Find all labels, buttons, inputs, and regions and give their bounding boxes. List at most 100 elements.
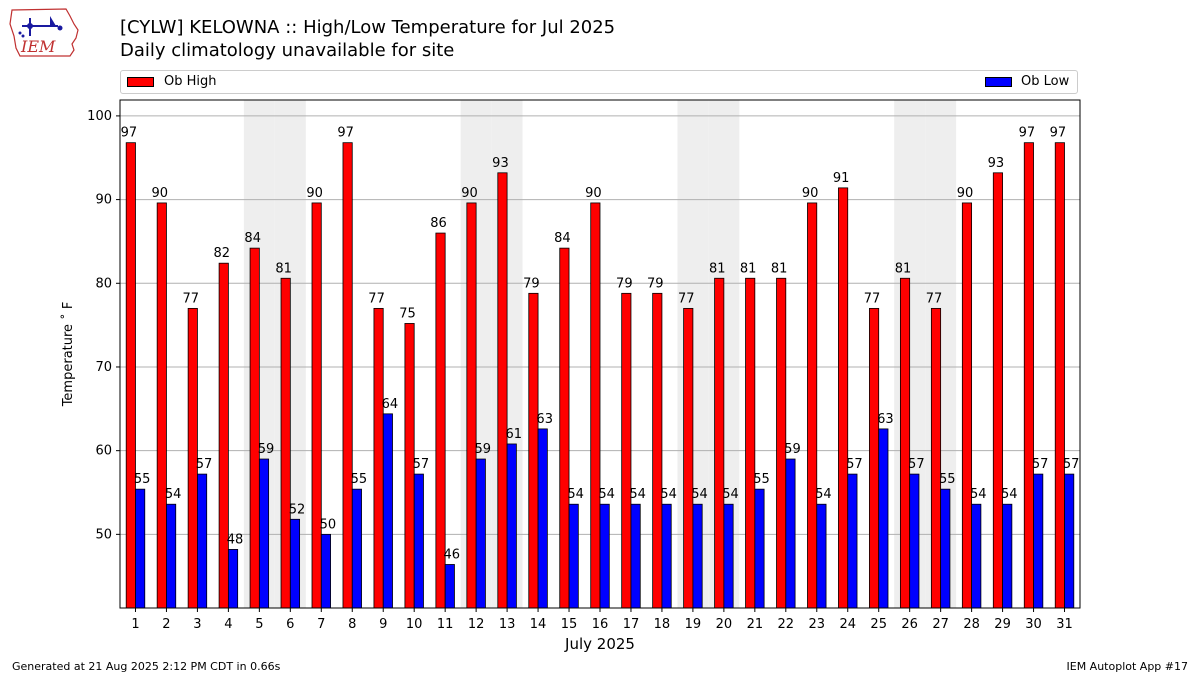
bar-low: [197, 473, 208, 609]
data-label-low: 54: [722, 487, 739, 502]
x-tick-label: 27: [932, 617, 949, 632]
x-tick-label: 28: [963, 617, 980, 632]
bar-low: [258, 458, 270, 609]
x-tick-label: 25: [870, 617, 887, 632]
x-tick-label: 30: [1025, 617, 1042, 632]
bar-low: [599, 503, 610, 609]
data-label-high: 97: [1050, 126, 1067, 141]
x-tick-label: 24: [839, 617, 856, 632]
plot-frame: [119, 99, 1081, 609]
bar-low: [1033, 473, 1044, 609]
bar-high: [218, 262, 229, 609]
x-tick-label: 20: [716, 617, 733, 632]
data-label-low: 54: [1001, 487, 1018, 502]
x-tick-label: 1: [131, 617, 139, 632]
bar-low: [940, 488, 951, 609]
data-label-high: 77: [678, 291, 695, 306]
y-tick-label: 100: [87, 109, 112, 124]
data-label-high: 79: [523, 276, 540, 291]
data-label-high: 90: [957, 186, 974, 201]
data-label-high: 79: [647, 276, 664, 291]
bar-high: [280, 277, 291, 609]
y-tick-label: 80: [95, 276, 112, 291]
data-label-high: 93: [492, 156, 509, 171]
x-tick-label: 10: [406, 617, 423, 632]
data-label-high: 91: [833, 171, 850, 186]
y-tick-label: 60: [95, 444, 112, 459]
bar-low: [444, 564, 455, 609]
legend-low-swatch: [985, 77, 1012, 87]
data-label-high: 81: [771, 261, 788, 276]
data-label-high: 90: [802, 186, 819, 201]
bar-low: [320, 533, 331, 609]
bar-low: [630, 503, 641, 609]
data-label-low: 63: [877, 412, 894, 427]
bar-high: [714, 277, 725, 609]
bar-high: [961, 202, 973, 609]
data-label-high: 81: [740, 261, 757, 276]
data-label-low: 57: [846, 457, 863, 472]
bar-low: [506, 443, 517, 609]
bar-low: [1064, 473, 1075, 609]
data-label-low: 55: [753, 472, 770, 487]
bar-low: [351, 488, 362, 609]
bar-high: [683, 307, 694, 609]
bar-low: [754, 488, 765, 609]
bar-low: [413, 473, 424, 609]
x-tick-label: 23: [809, 617, 826, 632]
x-tick-label: 13: [499, 617, 516, 632]
bar-low: [135, 488, 146, 609]
bar-high: [373, 307, 384, 609]
data-label-low: 54: [815, 487, 832, 502]
data-label-low: 59: [258, 442, 275, 457]
x-tick-label: 14: [530, 617, 547, 632]
x-tick-label: 26: [901, 617, 918, 632]
data-label-low: 54: [598, 487, 615, 502]
data-label-high: 77: [183, 291, 200, 306]
bar-high: [249, 247, 260, 609]
legend-high-label: Ob High: [164, 74, 217, 89]
footer-generated: Generated at 21 Aug 2025 2:12 PM CDT in …: [12, 660, 281, 673]
bar-low: [289, 518, 301, 609]
bar-high: [466, 202, 477, 609]
x-tick-label: 12: [468, 617, 485, 632]
data-label-high: 77: [864, 291, 881, 306]
data-label-high: 90: [585, 186, 602, 201]
data-label-high: 90: [152, 186, 169, 201]
data-label-low: 52: [289, 502, 306, 517]
data-label-high: 82: [213, 246, 230, 261]
bar-low: [816, 503, 827, 609]
bar-low: [847, 473, 858, 609]
data-label-high: 77: [926, 291, 943, 306]
x-tick-label: 2: [162, 617, 170, 632]
data-label-high: 93: [988, 156, 1005, 171]
data-label-low: 54: [567, 487, 584, 502]
bar-high: [559, 247, 570, 609]
data-label-high: 84: [244, 231, 261, 246]
bar-low: [382, 413, 393, 609]
data-label-low: 57: [1032, 457, 1049, 472]
data-label-low: 57: [908, 457, 925, 472]
data-label-high: 79: [616, 276, 633, 291]
bar-high: [838, 187, 849, 609]
data-label-low: 61: [505, 427, 522, 442]
data-label-low: 54: [691, 487, 708, 502]
chart-title: [CYLW] KELOWNA :: High/Low Temperature f…: [120, 17, 616, 38]
x-tick-label: 18: [654, 617, 671, 632]
iem-logo-text: IEM: [20, 37, 56, 56]
data-label-low: 54: [629, 487, 646, 502]
data-label-high: 81: [709, 261, 726, 276]
x-tick-label: 4: [224, 617, 232, 632]
x-tick-label: 9: [379, 617, 387, 632]
x-tick-label: 15: [561, 617, 578, 632]
bar-high: [125, 142, 136, 609]
data-label-high: 75: [399, 306, 416, 321]
bar-high: [342, 142, 353, 609]
bar-low: [568, 503, 579, 609]
x-tick-label: 31: [1056, 617, 1073, 632]
bar-low: [878, 428, 889, 609]
y-axis-label: Temperature ˚ F: [60, 302, 76, 408]
x-axis-label: July 2025: [564, 635, 635, 653]
bar-low: [227, 549, 239, 609]
